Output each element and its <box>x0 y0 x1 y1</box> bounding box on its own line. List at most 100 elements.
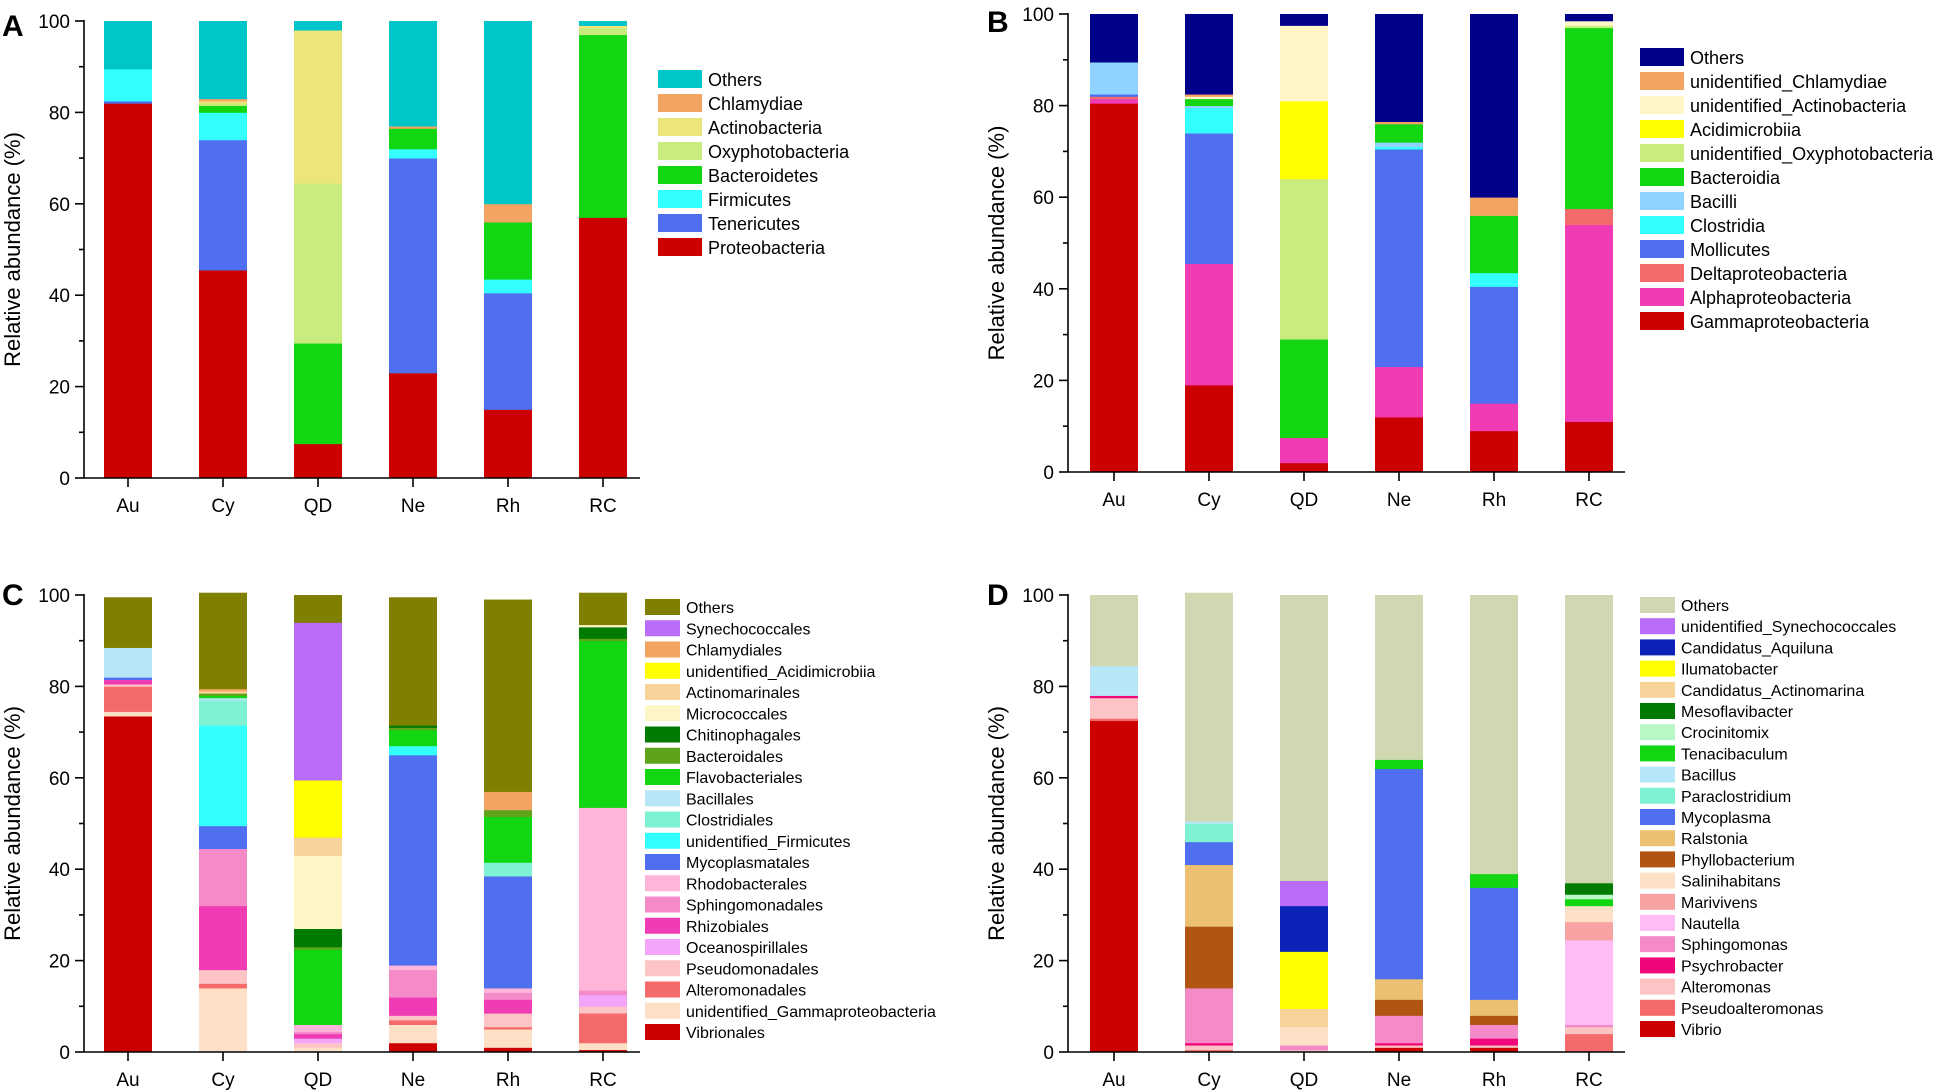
panel-d-legend-swatch <box>1640 745 1675 762</box>
panel-d-legend-label: Bacillus <box>1681 768 1736 785</box>
panel-d-ytick-label: 40 <box>1033 860 1054 881</box>
panel-b-legend-swatch <box>1640 144 1684 162</box>
panel-b-bar-cy-clostridia <box>1185 107 1233 134</box>
panel-d-bar-ne-vibrio <box>1375 1047 1423 1053</box>
panel-b-ytick-label: 60 <box>1033 188 1054 209</box>
panel-b-bar-rc-others <box>1565 14 1613 22</box>
panel-d-legend-swatch <box>1640 915 1675 931</box>
panel-a-legend-swatch <box>658 238 702 256</box>
panel-c-xtick-label: Cy <box>211 1070 235 1091</box>
panel-c-bar-rc-oceanospirillales <box>579 994 627 1007</box>
panel-d-bar-rc-mesoflavibacter <box>1565 882 1613 895</box>
panel-b-bar-qd-unidentified-actinobacteria <box>1280 25 1328 102</box>
panel-b-legend-label: Alphaproteobacteria <box>1690 288 1852 308</box>
panel-c-bar-rh-sphingomonadales <box>484 992 532 1000</box>
panel-a-bar-ne-tenericutes <box>389 158 437 374</box>
panel-b-bar-rc-unidentified-actinobacteria <box>1565 20 1613 26</box>
panel-b-bar-rc-unidentified-oxyphotobacteria <box>1565 25 1613 29</box>
panel-b-ytick-label: 0 <box>1043 463 1054 484</box>
panel-a-ytick-label: 60 <box>49 195 70 216</box>
panel-d-bar-qd-salinihabitans <box>1280 1026 1328 1046</box>
panel-d-bar-ne-phyllobacterium <box>1375 999 1423 1016</box>
panel-d-bar-cy-psychrobacter <box>1185 1042 1233 1046</box>
panel-a-legend-swatch <box>658 94 702 112</box>
panel-d-legend-label: Mycoplasma <box>1681 810 1771 827</box>
panel-b-bar-au-deltaproteobacteria <box>1090 96 1138 100</box>
panel-c-bar-qd-actinomarinales <box>294 837 342 856</box>
panel-c-bar-cy-unidentified-firmicutes <box>199 725 247 827</box>
panel-d-bar-cy-alteromonas <box>1185 1045 1233 1051</box>
panel-d-bar-cy-mycoplasma <box>1185 841 1233 866</box>
panel-d-legend-label: Candidatus_Aquiluna <box>1681 640 1833 657</box>
panel-b-bar-qd-others <box>1280 14 1328 26</box>
panel-d-legend-swatch <box>1640 893 1675 910</box>
panel-b-bar-ne-bacilli <box>1375 142 1423 148</box>
panel-d-legend-label: Nautella <box>1681 916 1740 933</box>
panel-d-bar-rc-salinihabitans <box>1565 905 1613 923</box>
panel-c-bar-ne-alteromonadales <box>389 1020 437 1025</box>
panel-b-xtick-label: RC <box>1575 490 1602 511</box>
panel-c-bar-rh-bacteroidales <box>484 809 532 818</box>
panel-a-bar-rh-bacteroidetes <box>484 222 532 280</box>
panel-d-bar-rc-others <box>1565 595 1613 884</box>
panel-c-legend-swatch <box>645 662 680 679</box>
panel-a-bar-rh-chlamydiae <box>484 203 532 223</box>
panel-d-legend-swatch <box>1640 618 1675 635</box>
panel-b-legend-label: Mollicutes <box>1690 240 1770 260</box>
panel-c-ytick-label: 0 <box>59 1043 70 1064</box>
panel-c-legend-label: Rhizobiales <box>686 919 769 936</box>
panel-d-legend-swatch <box>1640 724 1675 741</box>
panel-c: C Au Cy QD Ne Rh RC 0 20 40 60 80 100 Relative abunda… <box>0 579 936 1091</box>
panel-b-legend-label: Clostridia <box>1690 216 1766 236</box>
panel-d-bar-cy-ralstonia <box>1185 864 1233 927</box>
panel-b: B Au Cy QD Ne Rh RC 0 20 40 60 80 100 Relative abunda… <box>984 5 1934 511</box>
panel-b-bar-cy-alphaproteobacteria <box>1185 263 1233 386</box>
panel-b-xtick-label: Rh <box>1482 490 1506 511</box>
panel-b-xtick-label: Au <box>1102 490 1125 511</box>
panel-c-bar-rc-vibrionales <box>579 1049 627 1053</box>
panel-b-ytick-label: 20 <box>1033 371 1054 392</box>
panel-d-legend-swatch <box>1640 703 1675 719</box>
panel-a-legend-label: Tenericutes <box>708 214 800 234</box>
panel-c-xtick-label: Ne <box>401 1070 425 1091</box>
panel-c-legend-label: Bacteroidales <box>686 749 783 766</box>
panel-b-bar-ne-mollicutes <box>1375 149 1423 368</box>
panel-d-bar-cy-bacillus <box>1185 821 1233 824</box>
panel-b-legend-swatch <box>1640 48 1684 66</box>
panel-a-legend-label: Proteobacteria <box>708 238 826 258</box>
panel-c-ytick-label: 80 <box>49 677 70 698</box>
panel-d-legend-swatch <box>1640 851 1675 868</box>
panel-d-bar-cy-sphingomonas <box>1185 988 1233 1044</box>
panel-d-legend-swatch <box>1640 787 1675 804</box>
panel-c-bar-rc-bacteroidales <box>579 638 627 642</box>
panel-d-ytick-label: 20 <box>1033 952 1054 973</box>
panel-b-bar-qd-gammaproteobacteria <box>1280 462 1328 473</box>
panel-c-bar-ne-flavobacteriales <box>389 729 437 747</box>
panel-d-legend-label: Mesoflavibacter <box>1681 704 1794 721</box>
panel-a-bar-cy-oxyphotobacteria <box>199 103 247 106</box>
panel-d-xtick-label: Ne <box>1387 1070 1411 1091</box>
panel-c-legend-label: Oceanospirillales <box>686 940 808 957</box>
panel-c-bar-qd-bacteroidales <box>294 946 342 950</box>
panel-b-legend-swatch <box>1640 288 1684 306</box>
panel-c-bar-cy-actinomarinales <box>199 690 247 694</box>
panel-b-xtick-label: Cy <box>1197 490 1221 511</box>
panel-d-bar-ne-ralstonia <box>1375 978 1423 1000</box>
panel-a-legend-label: Actinobacteria <box>708 118 823 138</box>
panel-c-bar-au-bacillales <box>104 647 152 678</box>
panel-b-bar-cy-others <box>1185 14 1233 95</box>
panel-d-bar-rh-vibrio <box>1470 1047 1518 1053</box>
panel-c-legend-label: Micrococcales <box>686 706 787 723</box>
panel-c-legend-label: Alteromonadales <box>686 983 806 1000</box>
panel-a-bar-au-proteobacteria <box>104 103 152 479</box>
panel-b-bar-au-bacilli <box>1090 62 1138 95</box>
panel-d-legend-label: Ralstonia <box>1681 831 1748 848</box>
panel-b-xtick-label: Ne <box>1387 490 1411 511</box>
panel-c-bar-cy-flavobacteriales <box>199 695 247 699</box>
panel-d-bar-au-bacillus <box>1090 665 1138 696</box>
panel-b-legend-swatch <box>1640 96 1684 114</box>
panel-c-bar-qd-rhodobacterales <box>294 1024 342 1032</box>
panel-c-bar-rc-sphingomonadales <box>579 990 627 996</box>
panel-a-bar-rh-proteobacteria <box>484 409 532 479</box>
panel-b-bar-rh-alphaproteobacteria <box>1470 403 1518 432</box>
